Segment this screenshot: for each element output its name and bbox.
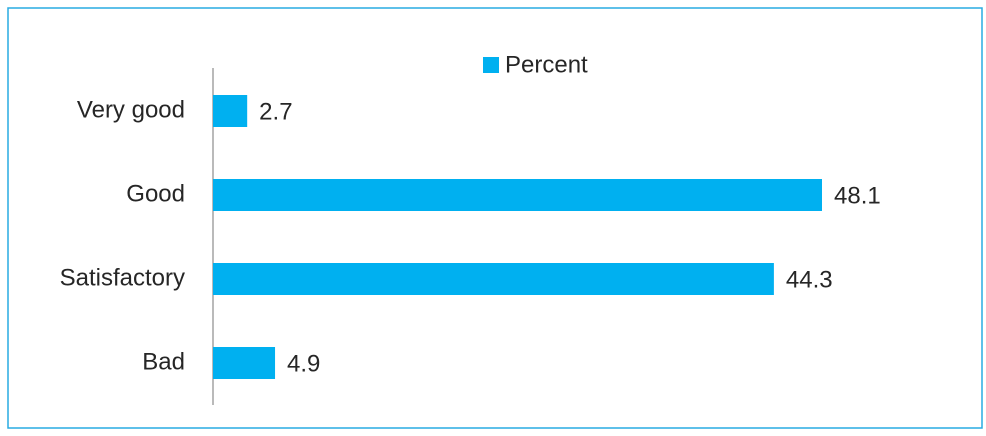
data-label: 44.3 — [786, 266, 833, 293]
y-tick-label: Good — [126, 180, 185, 207]
legend-label: Percent — [505, 51, 588, 78]
bar — [213, 347, 276, 379]
data-label: 2.7 — [259, 98, 292, 125]
bar — [213, 95, 248, 127]
bar — [213, 263, 774, 295]
data-label: 48.1 — [834, 182, 881, 209]
y-tick-label: Very good — [77, 96, 185, 123]
y-tick-label: Satisfactory — [60, 264, 185, 291]
chart-border — [7, 7, 983, 429]
y-tick-label: Bad — [142, 348, 185, 375]
data-label: 4.9 — [287, 350, 320, 377]
bar — [213, 179, 822, 211]
legend-swatch — [483, 57, 499, 73]
